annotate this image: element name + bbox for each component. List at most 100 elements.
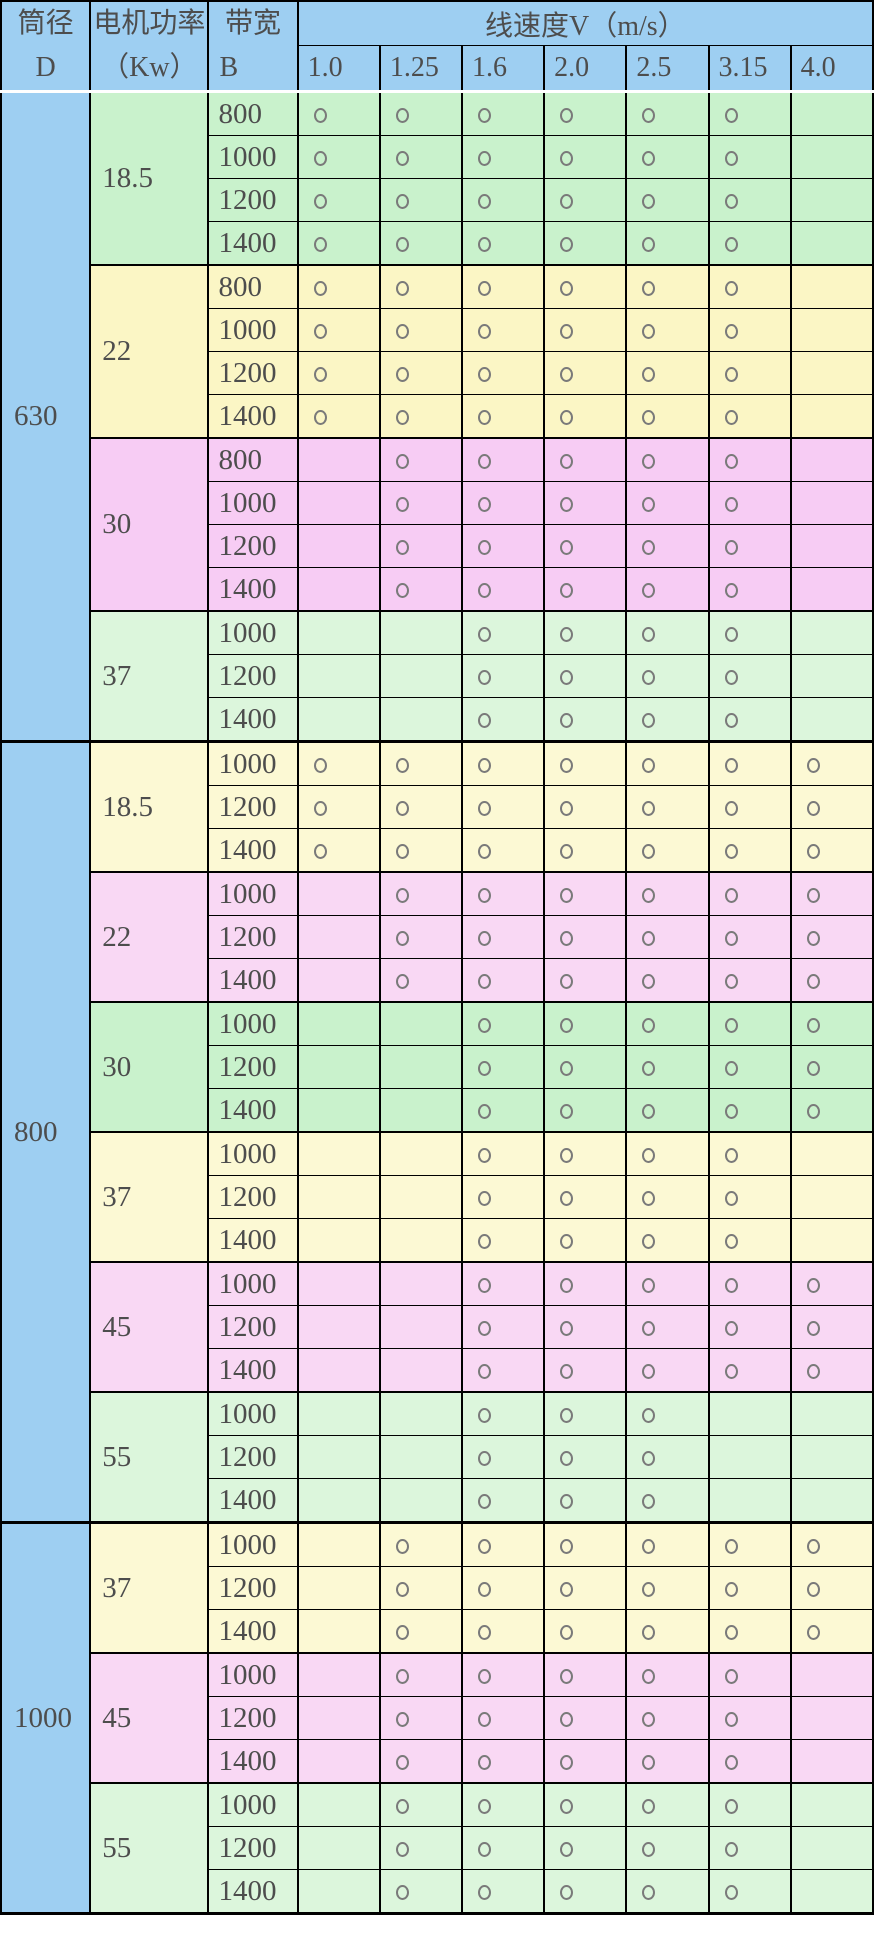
- speed-header-2.0: 2.0: [543, 45, 628, 93]
- speed-availability-cell: [707, 828, 792, 873]
- speed-availability-cell: [460, 221, 546, 266]
- motor-power-cell: 22: [89, 264, 210, 439]
- speed-availability-cell: [378, 654, 463, 698]
- speed-header-4.0: 4.0: [789, 45, 874, 93]
- header-diameter-cn: 筒径: [17, 8, 74, 39]
- availability-circle-icon: [313, 324, 327, 340]
- availability-circle-icon: [806, 1278, 820, 1294]
- availability-circle-icon: [477, 844, 491, 860]
- speed-availability-cell: [378, 351, 463, 395]
- speed-availability-cell: [707, 264, 792, 309]
- speed-header-1.0: 1.0: [296, 45, 381, 93]
- header-diameter: 筒径 D: [0, 0, 92, 93]
- table-row: 45 1000: [1, 1261, 874, 1393]
- speed-availability-cell: [789, 740, 874, 786]
- speed-availability-cell: [460, 654, 546, 698]
- band-width-cell: 1200: [207, 1045, 299, 1089]
- availability-circle-icon: [477, 1494, 491, 1510]
- speed-availability-cell: [460, 1521, 546, 1567]
- speed-availability-cell: [707, 90, 792, 136]
- speed-availability-cell: [296, 1261, 381, 1306]
- speed-availability-cell: [789, 1435, 874, 1479]
- speed-availability-cell: [625, 871, 710, 916]
- availability-circle-icon: [642, 1451, 656, 1467]
- speed-availability-cell: [378, 828, 463, 873]
- speed-availability-cell: [378, 567, 463, 612]
- availability-circle-icon: [560, 627, 574, 643]
- availability-circle-icon: [560, 713, 574, 729]
- speed-availability-cell: [460, 567, 546, 612]
- speed-availability-cell: [543, 351, 628, 395]
- availability-circle-icon: [724, 1799, 738, 1815]
- table-row: 1200: [1, 524, 874, 568]
- availability-circle-icon: [724, 1625, 738, 1641]
- table-row: 1400: [1, 958, 874, 1003]
- speed-availability-cell: [296, 740, 381, 786]
- availability-circle-icon: [313, 108, 327, 124]
- availability-circle-icon: [642, 1148, 656, 1164]
- motor-power-cell: 22: [89, 871, 210, 1003]
- availability-circle-icon: [477, 801, 491, 817]
- motor-power-cell: 18.5: [89, 740, 210, 873]
- availability-circle-icon: [642, 1842, 656, 1858]
- availability-circle-icon: [724, 1191, 738, 1207]
- speed-availability-cell: [707, 178, 792, 222]
- availability-circle-icon: [477, 583, 491, 599]
- band-width-cell: 1400: [207, 1869, 299, 1914]
- speed-availability-cell: [789, 871, 874, 916]
- band-width-cell: 1000: [207, 1261, 299, 1306]
- band-width-cell: 1000: [207, 1521, 299, 1567]
- speed-availability-cell: [378, 697, 463, 742]
- band-width-cell: 1200: [207, 524, 299, 568]
- speed-availability-cell: [707, 1348, 792, 1393]
- band-width-cell: 1200: [207, 1435, 299, 1479]
- availability-circle-icon: [395, 801, 409, 817]
- availability-circle-icon: [313, 194, 327, 210]
- header-motor-power-unit: （Kw）: [101, 52, 198, 83]
- availability-circle-icon: [477, 1799, 491, 1815]
- speed-availability-cell: [378, 1131, 463, 1176]
- availability-circle-icon: [395, 974, 409, 990]
- speed-availability-cell: [789, 1652, 874, 1697]
- speed-availability-cell: [625, 1478, 710, 1523]
- table-row: 55 1000: [1, 1391, 874, 1523]
- speed-availability-cell: [625, 1609, 710, 1654]
- band-width-cell: 1400: [207, 394, 299, 439]
- speed-header-3.15: 3.15: [707, 45, 792, 93]
- table-row: 1200: [1, 1566, 874, 1610]
- availability-circle-icon: [560, 1799, 574, 1815]
- band-width-cell: 1400: [207, 567, 299, 612]
- speed-availability-cell: [707, 1131, 792, 1176]
- availability-circle-icon: [395, 1669, 409, 1685]
- speed-availability-cell: [625, 610, 710, 655]
- availability-circle-icon: [395, 1582, 409, 1598]
- speed-availability-cell: [625, 1869, 710, 1914]
- speed-availability-cell: [789, 915, 874, 959]
- availability-circle-icon: [642, 1408, 656, 1424]
- speed-availability-cell: [625, 1305, 710, 1349]
- speed-availability-cell: [707, 1652, 792, 1697]
- speed-availability-cell: [378, 1218, 463, 1263]
- speed-availability-cell: [707, 481, 792, 525]
- availability-circle-icon: [642, 324, 656, 340]
- availability-circle-icon: [395, 1799, 409, 1815]
- speed-availability-cell: [296, 1088, 381, 1133]
- availability-circle-icon: [477, 454, 491, 470]
- speed-header-row: 1.0 1.25 1.6 2.0 2.5 3.15 4.0: [1, 45, 874, 93]
- speed-availability-cell: [378, 1435, 463, 1479]
- speed-availability-cell: [460, 1609, 546, 1654]
- speed-availability-cell: [789, 654, 874, 698]
- speed-availability-cell: [543, 1348, 628, 1393]
- band-width-cell: 1200: [207, 1696, 299, 1740]
- availability-circle-icon: [477, 237, 491, 253]
- speed-availability-cell: [789, 1782, 874, 1827]
- speed-availability-cell: [460, 308, 546, 352]
- speed-availability-cell: [625, 958, 710, 1003]
- speed-availability-cell: [625, 1696, 710, 1740]
- speed-availability-cell: [543, 1175, 628, 1219]
- speed-availability-cell: [460, 915, 546, 959]
- availability-circle-icon: [642, 1755, 656, 1771]
- speed-availability-cell: [296, 437, 381, 482]
- speed-availability-cell: [460, 958, 546, 1003]
- speed-availability-cell: [707, 654, 792, 698]
